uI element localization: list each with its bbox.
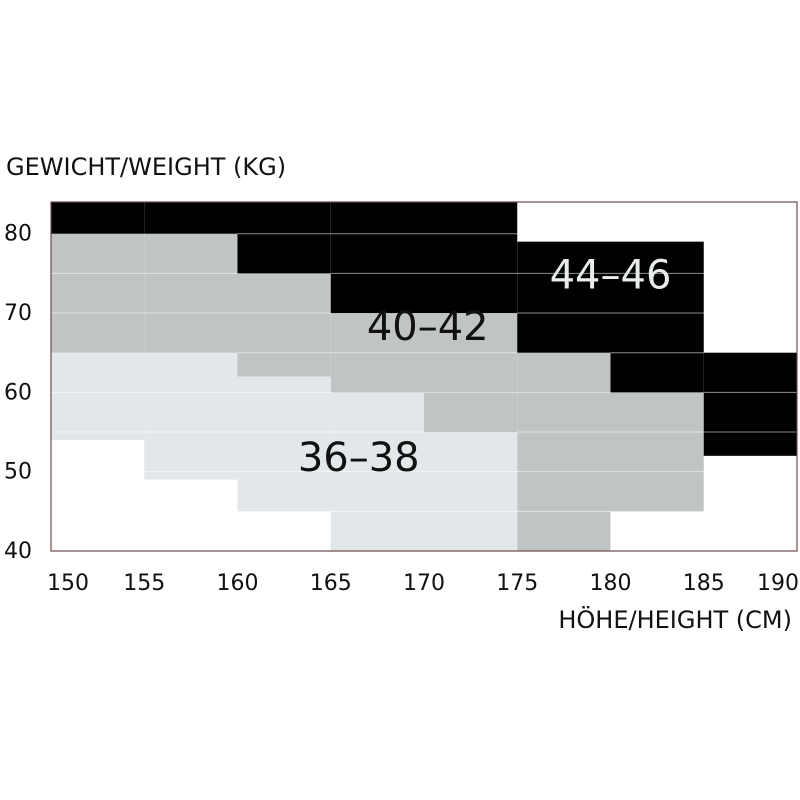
y-axis-title: GEWICHT/WEIGHT (KG) — [6, 153, 287, 181]
y-tick-label-40: 40 — [4, 539, 32, 564]
zone-cell-3-5 — [424, 202, 518, 314]
x-tick-label-155: 155 — [123, 571, 165, 596]
x-tick-label-165: 165 — [310, 571, 352, 596]
zone-label-2: 40–42 — [367, 304, 489, 350]
zone-cell-1-2 — [144, 352, 238, 480]
x-tick-label-175: 175 — [496, 571, 538, 596]
zone-cell-1-5 — [424, 432, 518, 551]
plot-frame — [50, 201, 798, 552]
x-axis-title: HÖHE/HEIGHT (CM) — [558, 606, 792, 634]
zone-cell-1-1 — [51, 352, 145, 440]
zone-cell-2-2 — [144, 233, 238, 353]
x-tick-label-150: 150 — [47, 571, 89, 596]
zone-cell-3-6 — [517, 241, 611, 353]
x-tick-label-190: 190 — [757, 571, 799, 596]
zone-cell-3-2 — [144, 202, 238, 234]
x-tick-label-185: 185 — [683, 571, 725, 596]
zone-cell-3-4 — [330, 202, 424, 314]
zone-cell-2-1 — [51, 233, 145, 353]
x-tick-label-160: 160 — [217, 571, 259, 596]
x-tick-label-180: 180 — [590, 571, 632, 596]
zone-cell-2-6 — [517, 352, 611, 551]
zone-cell-2-3 — [237, 273, 331, 377]
y-tick-label-70: 70 — [4, 301, 32, 326]
y-tick-label-80: 80 — [4, 222, 32, 247]
y-tick-label-50: 50 — [4, 460, 32, 485]
zone-cell-2-5 — [424, 313, 518, 433]
zone-cell-1-3 — [237, 376, 331, 512]
zone-cell-3-7 — [610, 241, 704, 393]
zone-cell-3-1 — [51, 202, 145, 234]
zone-label-3: 44–46 — [550, 252, 672, 298]
zone-cell-3-8 — [703, 352, 797, 456]
y-tick-label-60: 60 — [4, 380, 32, 405]
zone-label-1: 36–38 — [298, 435, 420, 481]
x-tick-label-170: 170 — [403, 571, 445, 596]
zone-cell-3-3 — [237, 202, 331, 274]
zone-cell-2-7 — [610, 392, 704, 512]
